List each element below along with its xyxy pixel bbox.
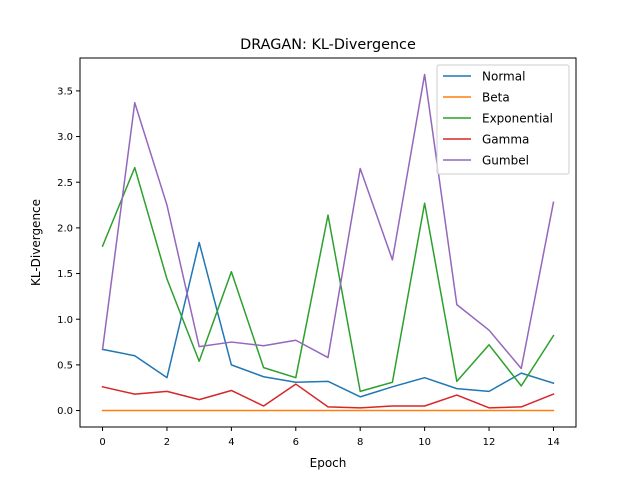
axes-frame: [79, 57, 577, 428]
x-tick-label: 4: [228, 437, 234, 448]
legend-label-beta: Beta: [482, 91, 510, 105]
series-line-gamma: [101, 383, 555, 409]
legend-label-exponential: Exponential: [482, 112, 553, 126]
x-tick-label: 12: [483, 437, 496, 448]
legend-label-normal: Normal: [482, 70, 525, 84]
x-tick-label: 10: [418, 437, 431, 448]
x-tick-label: 6: [293, 437, 299, 448]
y-tick-label: 3.0: [57, 132, 73, 143]
series-line-normal: [101, 241, 555, 398]
series-line-exponential: [101, 166, 555, 393]
y-tick-label: 3.5: [57, 86, 73, 97]
y-axis: 0.0 0.5 1.0 1.5 2.0 2.5 3.0 3.5: [57, 86, 80, 417]
y-tick-label: 1.0: [57, 315, 73, 326]
y-tick-label: 2.5: [57, 178, 73, 189]
chart-title: DRAGAN: KL-Divergence: [240, 37, 416, 53]
legend-label-gamma: Gamma: [482, 133, 529, 147]
x-tick-label: 2: [164, 437, 170, 448]
x-tick-label: 8: [357, 437, 363, 448]
series-line-gumbel: [101, 73, 555, 370]
y-tick-label: 0.5: [57, 360, 73, 371]
y-axis-label: KL-Divergence: [29, 199, 43, 286]
y-tick-label: 0.0: [57, 406, 73, 417]
x-tick-label: 14: [547, 437, 560, 448]
y-tick-label: 1.5: [57, 269, 73, 280]
legend-box: [436, 64, 570, 175]
y-tick-label: 2.0: [57, 223, 73, 234]
legend: Normal Beta Exponential Gamma Gumbel: [436, 64, 570, 175]
x-axis: 0 2 4 6 8 10 12 14: [99, 427, 560, 448]
x-tick-label: 0: [99, 437, 105, 448]
plot-area: [101, 73, 555, 412]
legend-label-gumbel: Gumbel: [482, 154, 529, 168]
x-axis-label: Epoch: [310, 456, 347, 470]
